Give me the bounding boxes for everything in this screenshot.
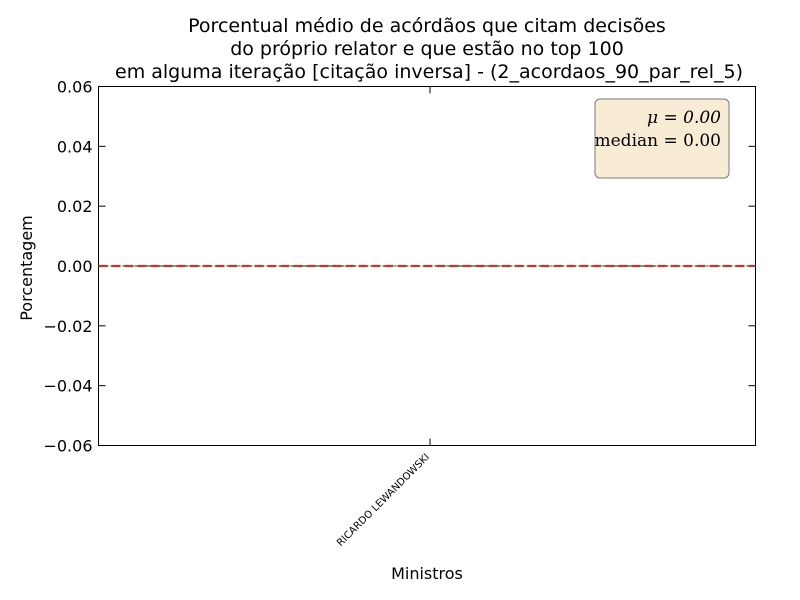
stats-box: μ = 0.00 median = 0.00 [594, 98, 730, 179]
stats-median: median = 0.00 [595, 131, 722, 151]
y-tick-label: −0.04 [43, 377, 92, 396]
stats-mean: μ = 0.00 [647, 108, 721, 128]
y-tick-label: 0.00 [57, 257, 93, 276]
x-category-label: RICARDO LEWANDOWSKI [335, 452, 432, 549]
x-axis-label: Ministros [391, 564, 463, 583]
stats-box-background [594, 98, 730, 179]
y-axis-label: Porcentagem [17, 215, 36, 321]
chart-title-line-3: em alguma iteração [citação inversa] - (… [115, 61, 743, 83]
y-axis-ticks: 0.06 0.04 0.02 0.00 −0.02 −0.04 −0.06 [43, 78, 756, 456]
y-tick-label: −0.02 [43, 317, 92, 336]
y-tick-label: 0.02 [57, 197, 93, 216]
y-tick-label: 0.06 [57, 78, 93, 97]
y-tick-label: 0.04 [57, 137, 93, 156]
chart-title-line-2: do próprio relator e que estão no top 10… [230, 38, 624, 60]
y-tick-label: −0.06 [43, 437, 92, 456]
chart-title-line-1: Porcentual médio de acórdãos que citam d… [188, 15, 666, 37]
